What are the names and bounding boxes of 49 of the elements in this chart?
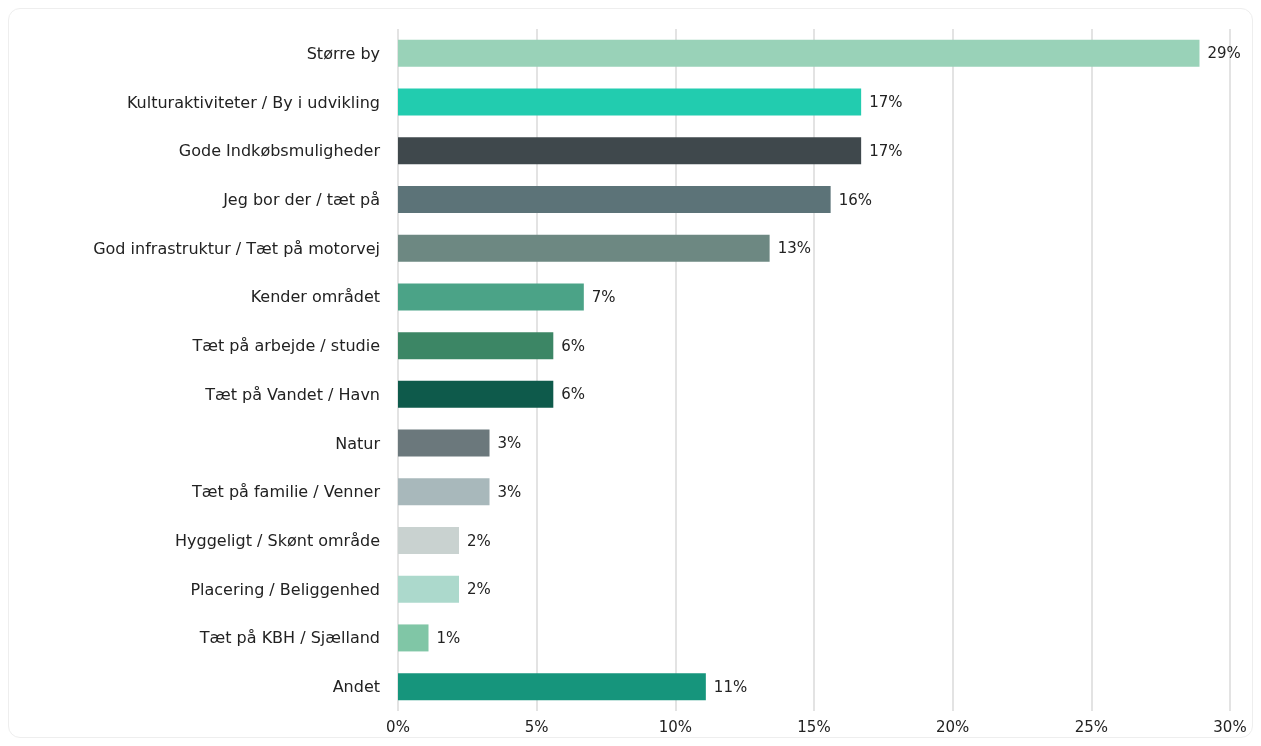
y-tick-label: Placering / Beliggenhed [190,579,380,599]
data-label: 11% [713,677,748,696]
y-tick-label: Tæt på KBH / Sjælland [198,628,380,648]
y-tick-label: Kender området [250,287,380,307]
bar [398,527,460,554]
x-tick-label: 10% [658,717,693,736]
bar [398,137,862,165]
data-label: 3% [497,434,522,453]
bar [398,186,831,213]
bar [398,283,584,311]
y-tick-label: God infrastruktur / Tæt på motorvej [93,238,380,258]
bar [398,380,554,408]
bar [398,673,706,701]
y-tick-label: Kulturaktiviteter / By i udvikling [126,92,380,112]
x-tick-label: 5% [524,717,549,736]
data-label: 6% [561,336,586,355]
data-label: 2% [467,531,491,550]
x-tick-label: 30% [1213,717,1247,736]
data-label: 7% [591,287,616,306]
x-tick-label: 0% [386,717,410,736]
x-tick-label: 15% [797,717,831,736]
bar [398,332,554,360]
bar [398,624,429,652]
data-label: 29% [1207,44,1241,63]
y-tick-label: Gode Indkøbsmuligheder [178,141,381,161]
y-tick-label: Tæt på familie / Venner [191,482,381,502]
bar [398,575,460,603]
data-label: 1% [436,628,461,647]
y-tick-label: Tæt på arbejde / studie [191,336,380,356]
x-tick-label: 20% [935,717,970,736]
data-label: 13% [777,239,811,258]
data-label: 17% [869,93,903,112]
bar [398,478,490,506]
data-label: 6% [561,385,586,404]
y-tick-label: Større by [306,43,380,63]
y-tick-label: Hyggeligt / Skønt område [174,531,380,550]
y-tick-label: Tæt på Vandet / Havn [204,384,380,404]
bar [398,88,862,116]
data-label: 3% [497,482,522,501]
y-tick-label: Andet [332,677,380,697]
y-tick-label: Jeg bor der / tæt på [222,190,380,209]
y-tick-label: Natur [335,433,381,453]
bar [398,429,490,457]
data-label: 2% [467,580,491,599]
data-label: 16% [838,190,872,209]
bar [398,39,1200,67]
bar [398,234,770,262]
data-label: 17% [869,141,903,160]
x-tick-label: 25% [1074,717,1109,736]
